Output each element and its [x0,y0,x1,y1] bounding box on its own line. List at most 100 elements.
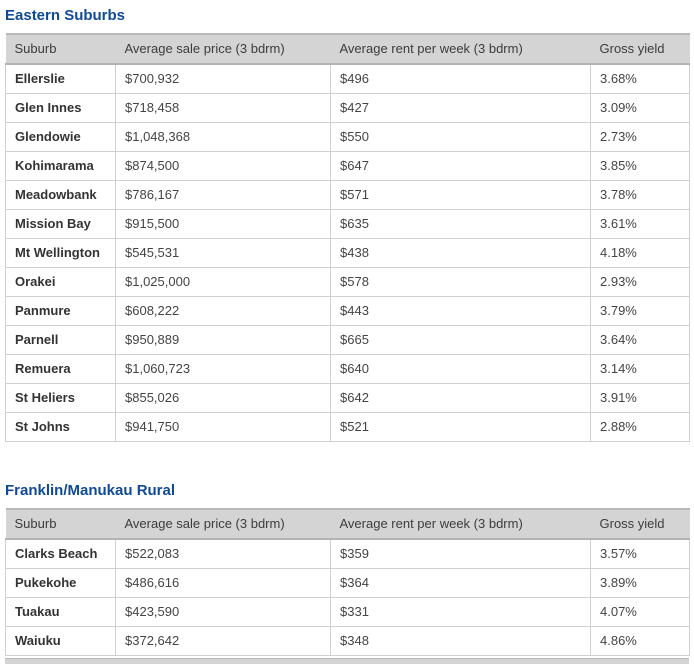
avg-sale-price-cell: $950,889 [115,325,331,355]
suburb-data-table: Suburb Average sale price (3 bdrm) Average… [5,508,690,656]
section-title: Franklin/Manukau Rural [5,482,176,499]
suburb-cell: Mission Bay [5,209,116,239]
avg-rent-cell: $642 [330,383,591,413]
avg-sale-price-cell: $372,642 [115,626,331,656]
suburb-cell: Kohimarama [5,151,116,181]
suburb-cell: Mt Wellington [5,238,116,268]
next-table-header-partial [5,658,689,664]
column-header: Gross yield [590,33,690,65]
column-header: Suburb [5,508,116,540]
table-row: Orakei $1,025,000 $578 2.93% [5,267,690,297]
table-row: Waiuku $372,642 $348 4.86% [5,626,690,656]
avg-sale-price-cell: $874,500 [115,151,331,181]
gross-yield-cell: 3.09% [590,93,690,123]
avg-sale-price-cell: $423,590 [115,597,331,627]
avg-rent-cell: $496 [330,63,591,94]
avg-rent-cell: $550 [330,122,591,152]
gross-yield-cell: 3.68% [590,63,690,94]
avg-rent-cell: $348 [330,626,591,656]
suburb-yield-tables: Eastern Suburbs Suburb Average sale price … [5,7,694,656]
table-row: Meadowbank $786,167 $571 3.78% [5,180,690,210]
suburb-cell: Clarks Beach [5,538,116,569]
avg-sale-price-cell: $855,026 [115,383,331,413]
avg-rent-cell: $640 [330,354,591,384]
table-row: Glen Innes $718,458 $427 3.09% [5,93,690,123]
gross-yield-cell: 4.07% [590,597,690,627]
avg-sale-price-cell: $941,750 [115,412,331,442]
suburb-cell: Parnell [5,325,116,355]
table-row: Mission Bay $915,500 $635 3.61% [5,209,690,239]
table-row: Glendowie $1,048,368 $550 2.73% [5,122,690,152]
avg-rent-cell: $571 [330,180,591,210]
suburb-section: Eastern Suburbs Suburb Average sale price … [5,7,694,442]
section-title: Eastern Suburbs [5,7,126,24]
column-header: Average rent per week (3 bdrm) [330,33,591,65]
avg-rent-cell: $647 [330,151,591,181]
suburb-cell: Tuakau [5,597,116,627]
avg-rent-cell: $427 [330,93,591,123]
table-row: Pukekohe $486,616 $364 3.89% [5,568,690,598]
table-header-row: Suburb Average sale price (3 bdrm) Average… [5,33,690,65]
gross-yield-cell: 3.78% [590,180,690,210]
gross-yield-cell: 2.88% [590,412,690,442]
avg-sale-price-cell: $1,025,000 [115,267,331,297]
column-header: Average sale price (3 bdrm) [115,508,331,540]
gross-yield-cell: 3.85% [590,151,690,181]
suburb-cell: Orakei [5,267,116,297]
avg-rent-cell: $443 [330,296,591,326]
gross-yield-cell: 3.89% [590,568,690,598]
table-row: Remuera $1,060,723 $640 3.14% [5,354,690,384]
table-row: Ellerslie $700,932 $496 3.68% [5,63,690,94]
avg-sale-price-cell: $915,500 [115,209,331,239]
gross-yield-cell: 3.14% [590,354,690,384]
avg-rent-cell: $665 [330,325,591,355]
suburb-data-table: Suburb Average sale price (3 bdrm) Average… [5,33,690,442]
avg-rent-cell: $578 [330,267,591,297]
table-row: Kohimarama $874,500 $647 3.85% [5,151,690,181]
column-header: Suburb [5,33,116,65]
table-row: Mt Wellington $545,531 $438 4.18% [5,238,690,268]
suburb-cell: St Heliers [5,383,116,413]
avg-sale-price-cell: $545,531 [115,238,331,268]
avg-sale-price-cell: $1,060,723 [115,354,331,384]
table-row: Parnell $950,889 $665 3.64% [5,325,690,355]
column-header: Average sale price (3 bdrm) [115,33,331,65]
table-row: Tuakau $423,590 $331 4.07% [5,597,690,627]
avg-rent-cell: $359 [330,538,591,569]
avg-sale-price-cell: $1,048,368 [115,122,331,152]
table-header-row: Suburb Average sale price (3 bdrm) Average… [5,508,690,540]
table-row: Clarks Beach $522,083 $359 3.57% [5,538,690,569]
column-header: Gross yield [590,508,690,540]
suburb-cell: Ellerslie [5,63,116,94]
column-header: Average rent per week (3 bdrm) [330,508,591,540]
suburb-cell: St Johns [5,412,116,442]
avg-sale-price-cell: $786,167 [115,180,331,210]
avg-sale-price-cell: $522,083 [115,538,331,569]
gross-yield-cell: 4.86% [590,626,690,656]
table-row: Panmure $608,222 $443 3.79% [5,296,690,326]
gross-yield-cell: 3.79% [590,296,690,326]
avg-sale-price-cell: $486,616 [115,568,331,598]
gross-yield-cell: 3.91% [590,383,690,413]
table-row: St Johns $941,750 $521 2.88% [5,412,690,442]
avg-rent-cell: $635 [330,209,591,239]
avg-rent-cell: $521 [330,412,591,442]
suburb-cell: Glen Innes [5,93,116,123]
suburb-cell: Panmure [5,296,116,326]
suburb-cell: Pukekohe [5,568,116,598]
suburb-cell: Glendowie [5,122,116,152]
gross-yield-cell: 2.93% [590,267,690,297]
avg-rent-cell: $364 [330,568,591,598]
gross-yield-cell: 4.18% [590,238,690,268]
suburb-section: Franklin/Manukau Rural Suburb Average sale… [5,482,694,656]
suburb-cell: Meadowbank [5,180,116,210]
avg-sale-price-cell: $718,458 [115,93,331,123]
gross-yield-cell: 3.61% [590,209,690,239]
suburb-cell: Waiuku [5,626,116,656]
gross-yield-cell: 3.64% [590,325,690,355]
gross-yield-cell: 2.73% [590,122,690,152]
avg-rent-cell: $438 [330,238,591,268]
table-row: St Heliers $855,026 $642 3.91% [5,383,690,413]
avg-sale-price-cell: $608,222 [115,296,331,326]
